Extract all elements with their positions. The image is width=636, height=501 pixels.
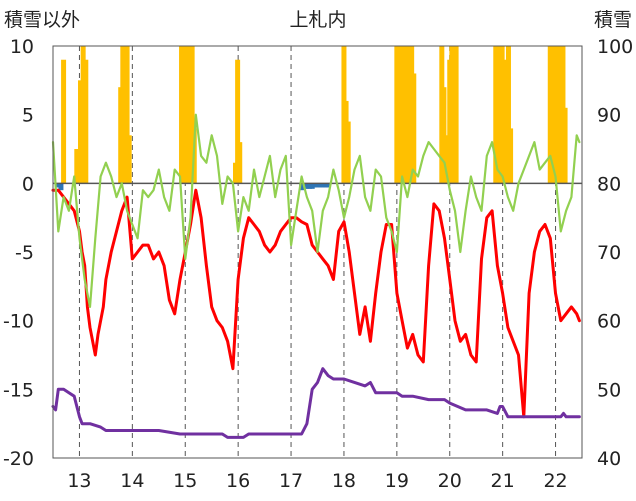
bar-0-0 bbox=[61, 59, 67, 184]
y-tick-right-3: 70 bbox=[597, 242, 621, 264]
x-tick-5: 18 bbox=[332, 470, 356, 492]
bar-0-54 bbox=[562, 107, 568, 184]
y-tick-left-2: 0 bbox=[22, 173, 34, 195]
y-tick-right-4: 60 bbox=[597, 311, 621, 333]
bar-0-46 bbox=[508, 128, 514, 184]
bar-0-15 bbox=[189, 46, 195, 184]
x-tick-7: 20 bbox=[438, 470, 462, 492]
bar-0-4 bbox=[83, 59, 89, 184]
bar-0-3 bbox=[80, 46, 86, 184]
series-line-0 bbox=[51, 188, 581, 419]
x-tick-6: 19 bbox=[385, 470, 409, 492]
bar-0-8 bbox=[124, 46, 130, 184]
x-tick-1: 14 bbox=[120, 470, 144, 492]
bar-1-6 bbox=[309, 183, 315, 189]
bar-1-10 bbox=[320, 183, 326, 188]
bar-0-2 bbox=[78, 80, 84, 184]
bar-0-22 bbox=[345, 121, 351, 184]
right-axis-title: 積雪 bbox=[594, 9, 632, 31]
y-tick-left-4: -10 bbox=[3, 311, 34, 333]
y-tick-left-0: 10 bbox=[10, 36, 34, 58]
y-tick-left-5: -15 bbox=[3, 379, 34, 401]
bar-1-0 bbox=[55, 183, 61, 188]
bar-0-34 bbox=[443, 135, 449, 184]
bar-1-11 bbox=[322, 183, 328, 188]
plot-frame bbox=[52, 45, 583, 459]
y-tick-right-1: 90 bbox=[597, 105, 621, 127]
y-tick-right-0: 100 bbox=[597, 36, 633, 58]
series-line-1 bbox=[51, 113, 581, 308]
bar-1-12 bbox=[325, 183, 331, 188]
bar-1-1 bbox=[58, 183, 64, 191]
y-tick-left-6: -20 bbox=[3, 448, 34, 470]
bar-0-1 bbox=[74, 149, 80, 184]
y-tick-right-2: 80 bbox=[597, 173, 621, 195]
bar-1-2 bbox=[299, 183, 305, 191]
bar-1-9 bbox=[317, 183, 323, 188]
x-tick-8: 21 bbox=[491, 470, 515, 492]
bar-0-19 bbox=[237, 142, 243, 184]
x-tick-9: 22 bbox=[543, 470, 567, 492]
x-tick-3: 16 bbox=[226, 470, 250, 492]
y-tick-right-5: 50 bbox=[597, 379, 621, 401]
y-tick-left-3: -5 bbox=[15, 242, 34, 264]
chart-title: 上札内 bbox=[289, 9, 346, 31]
series-line-2 bbox=[51, 367, 581, 439]
bar-0-9 bbox=[126, 135, 132, 184]
left-axis-title: 積雪以外 bbox=[4, 9, 80, 31]
bar-0-18 bbox=[235, 59, 241, 184]
bar-0-38 bbox=[453, 46, 459, 184]
bar-1-8 bbox=[315, 183, 320, 188]
y-tick-left-1: 5 bbox=[22, 105, 34, 127]
bar-1-7 bbox=[312, 183, 318, 188]
bar-1-4 bbox=[304, 183, 310, 189]
x-tick-4: 17 bbox=[279, 470, 303, 492]
bar-0-31 bbox=[411, 73, 417, 184]
bar-1-5 bbox=[307, 183, 313, 189]
x-tick-0: 13 bbox=[67, 470, 91, 492]
x-tick-2: 15 bbox=[173, 470, 197, 492]
y-tick-right-6: 40 bbox=[597, 448, 621, 470]
bar-0-45 bbox=[505, 46, 511, 184]
